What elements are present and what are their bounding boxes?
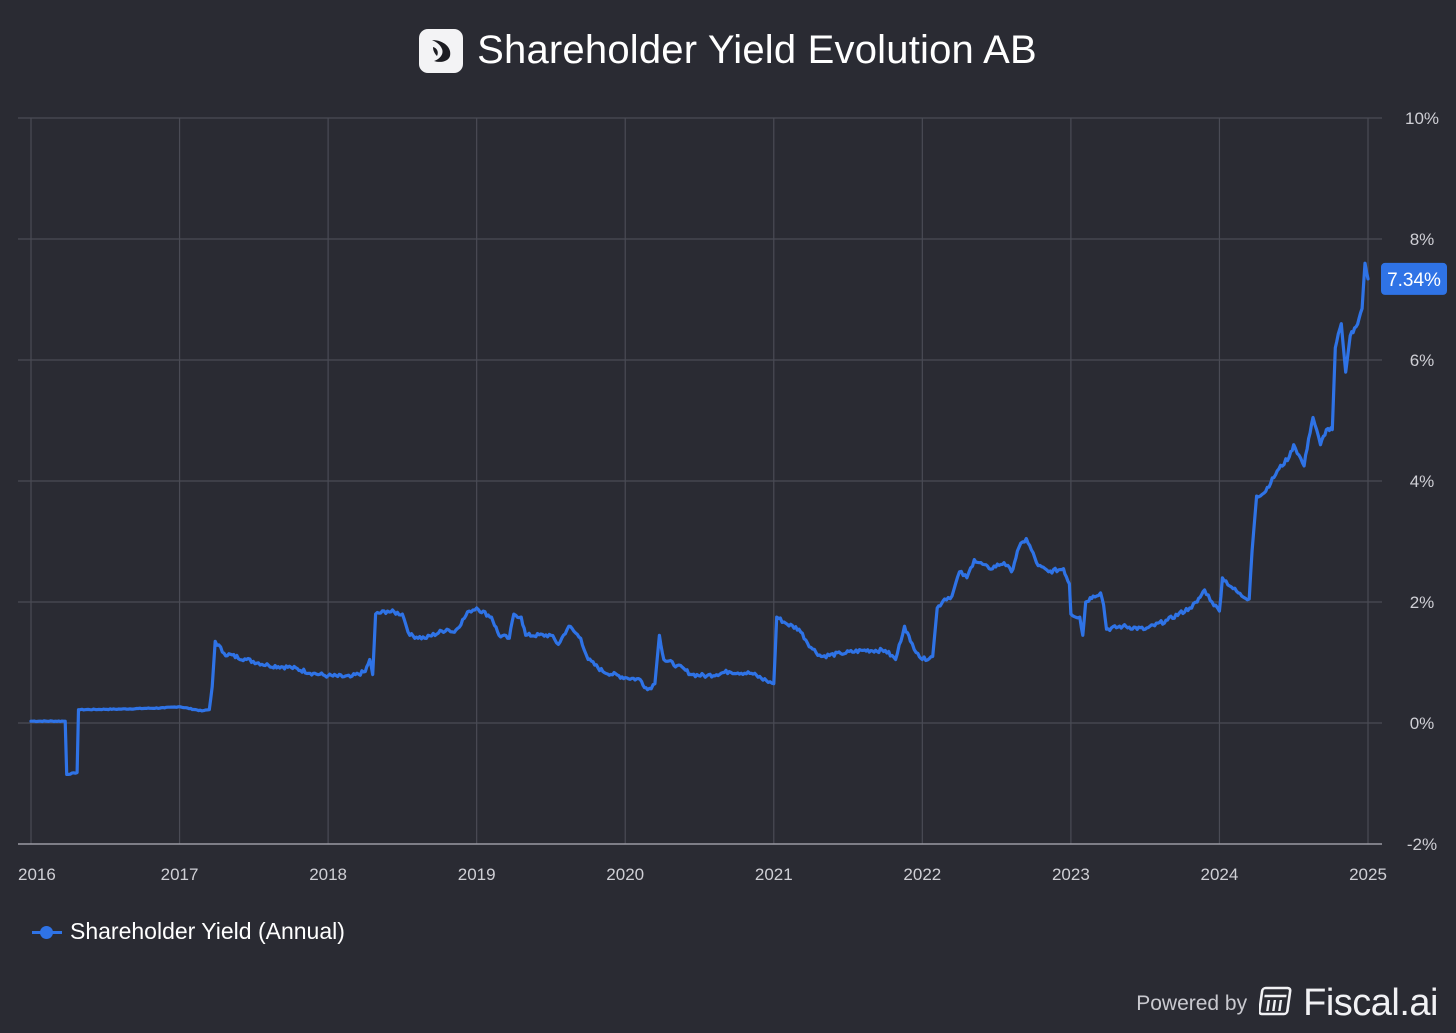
x-tick-label-2017: 2017 (161, 865, 199, 884)
powered-by-text: Powered by (1136, 991, 1248, 1015)
line-chart: 2016 2017 2018 2019 2020 2021 2022 2023 2024 2025… (18, 109, 1447, 884)
y-tick-label--2%: -2% (1407, 835, 1437, 854)
y-axis-ticks: 10% 8% 6% 4% 2% 0% -2% (1405, 109, 1439, 854)
y-tick-label-6%: 6% (1410, 351, 1435, 370)
last-value-label: 7.34% (1387, 270, 1441, 291)
series-line-shareholder-yield (29, 261, 1370, 776)
x-tick-label-2016: 2016 (18, 865, 56, 884)
last-value-badge-bg (1381, 262, 1447, 295)
chart-title-bar: Shareholder Yield Evolution AB (0, 28, 1456, 73)
x-tick-label-2020: 2020 (606, 865, 644, 884)
y-tick-label-4%: 4% (1410, 472, 1435, 491)
x-tick-label-2023: 2023 (1052, 865, 1090, 884)
x-tick-label-2018: 2018 (309, 865, 347, 884)
legend-marker-icon (32, 924, 62, 940)
y-tick-label-0%: 0% (1410, 714, 1435, 733)
horizontal-gridlines (18, 117, 1382, 845)
chart-title: Shareholder Yield Evolution AB (477, 28, 1037, 72)
x-tick-label-2022: 2022 (903, 865, 941, 884)
x-tick-label-2021: 2021 (755, 865, 793, 884)
x-axis-ticks: 2016 2017 2018 2019 2020 2021 2022 2023 2024 2025 (18, 865, 1387, 884)
brand-name: Fiscal.ai (1303, 982, 1438, 1024)
powered-by[interactable]: Powered by Fiscal.ai (1136, 982, 1438, 1025)
x-tick-label-2024: 2024 (1201, 865, 1239, 884)
legend-label: Shareholder Yield (Annual) (70, 918, 345, 944)
legend[interactable]: Shareholder Yield (Annual) (32, 918, 345, 945)
y-tick-label-2%: 2% (1410, 593, 1435, 612)
x-tick-label-2019: 2019 (458, 865, 496, 884)
y-tick-label-8%: 8% (1410, 230, 1435, 249)
fiscal-calculator-icon (1258, 985, 1295, 1022)
last-value-badge: 7.34% (1381, 262, 1447, 295)
x-tick-label-2025: 2025 (1349, 865, 1387, 884)
y-tick-label-10%: 10% (1405, 109, 1439, 128)
evolution-logo-icon (419, 28, 464, 73)
